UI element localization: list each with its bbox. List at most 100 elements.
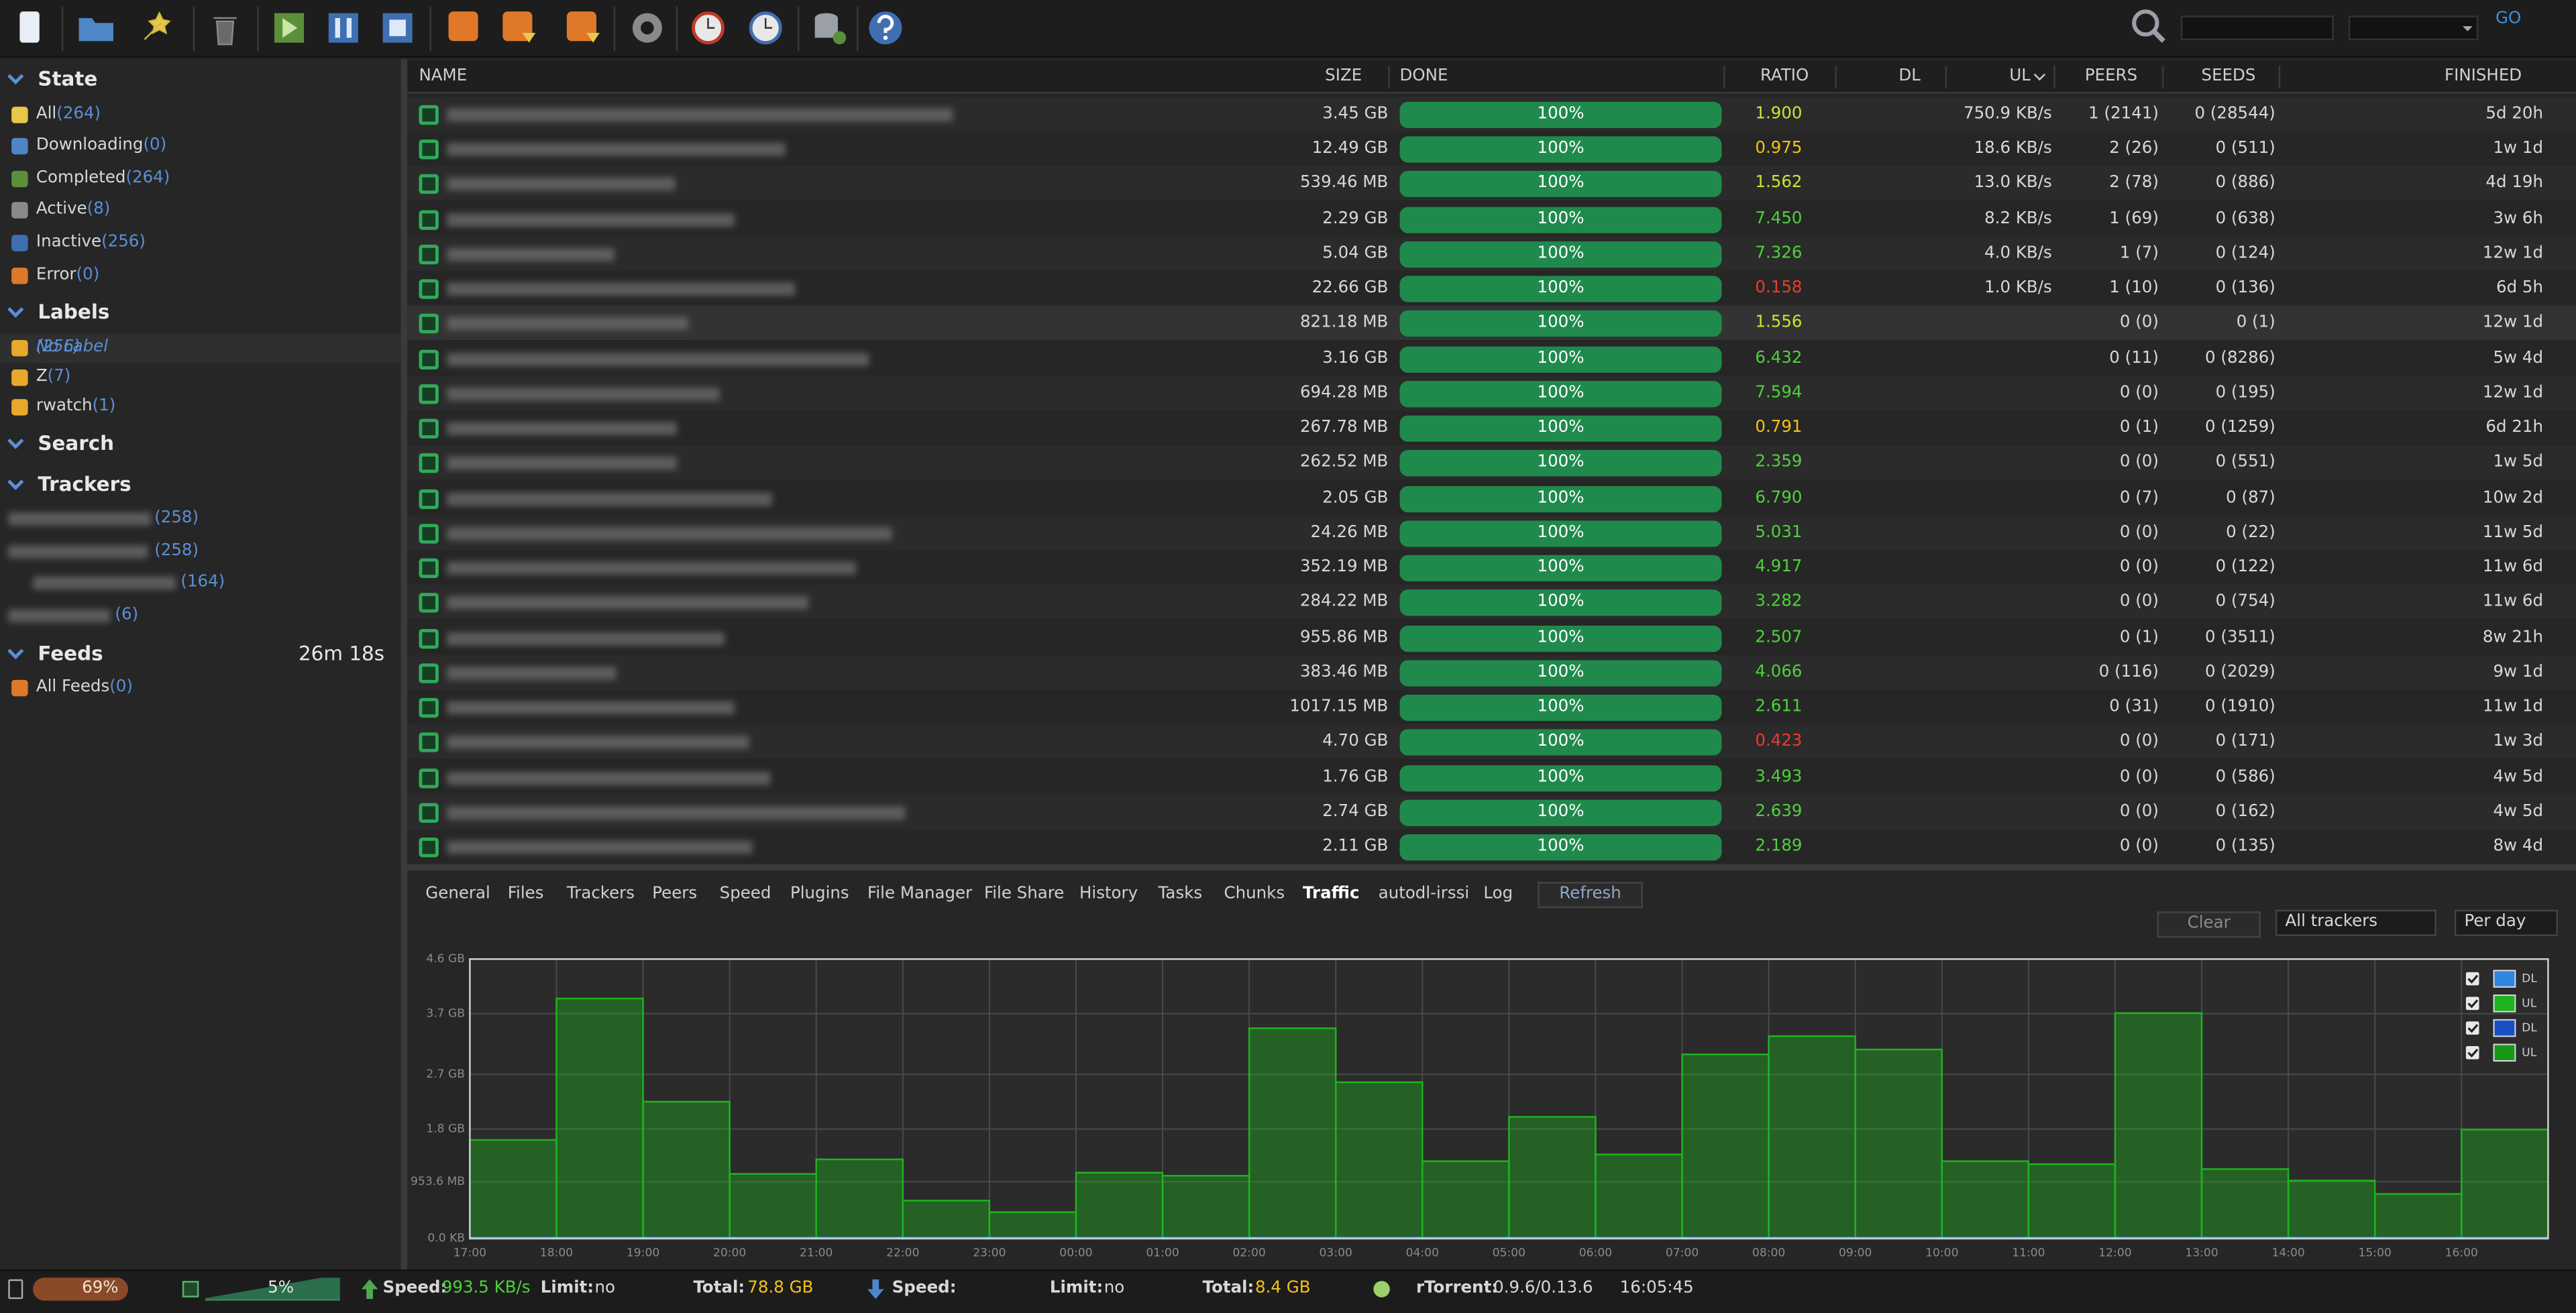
sidebar-item[interactable]: All(264): [0, 100, 401, 129]
refresh-button[interactable]: Refresh: [1538, 882, 1643, 909]
disk-icon: [8, 1279, 23, 1300]
item-count: (256): [101, 233, 146, 251]
torrent-seeds: 0 (8286): [2205, 349, 2275, 367]
torrent-seeds: 0 (3511): [2205, 628, 2275, 646]
torrent-seeds: 0 (171): [2215, 733, 2275, 751]
sidebar-item[interactable]: Error(0): [0, 261, 401, 290]
add-torrent-icon[interactable]: [19, 11, 40, 43]
torrent-size: 267.78 MB: [1299, 418, 1389, 437]
torrent-status-icon: [419, 558, 439, 579]
item-text: All Feeds(0): [36, 678, 133, 697]
tab[interactable]: autodl-irssi: [1378, 885, 1470, 903]
torrent-seeds: 0 (638): [2215, 209, 2275, 228]
sidebar-item[interactable]: No Label (256): [0, 333, 401, 363]
blurred-text: [447, 247, 614, 262]
torrent-ratio: 6.432: [1755, 349, 1803, 367]
sidebar-item[interactable]: Inactive(256): [0, 228, 401, 258]
column-header[interactable]: UL: [2009, 67, 2031, 86]
tracker-count[interactable]: (258): [154, 509, 199, 528]
progress-bar: 100%: [1399, 660, 1722, 687]
torrent-finished: 1w 5d: [2493, 453, 2544, 472]
item-text: Completed(264): [36, 169, 170, 188]
column-header[interactable]: DONE: [1399, 67, 1448, 86]
item-icon: [11, 339, 28, 357]
tab[interactable]: Trackers: [566, 885, 635, 903]
period-select[interactable]: Per day: [2454, 909, 2559, 936]
torrent-status-icon: [419, 593, 439, 614]
torrent-peers: 1 (7): [2119, 244, 2159, 263]
torrent-seeds: 0 (195): [2215, 384, 2275, 402]
item-icon: [11, 268, 28, 284]
item-icon: [11, 137, 28, 155]
tab[interactable]: Chunks: [1224, 885, 1285, 903]
tracker-select[interactable]: All trackers: [2275, 909, 2436, 936]
sidebar-item[interactable]: All Feeds(0): [0, 673, 401, 703]
torrent-finished: 12w 1d: [2482, 244, 2544, 263]
section-title[interactable]: Labels: [38, 300, 110, 324]
tracker-count[interactable]: (164): [180, 573, 225, 591]
column-header[interactable]: SIZE: [1325, 67, 1362, 86]
item-icon: [11, 107, 28, 123]
section-title[interactable]: Search: [38, 432, 115, 455]
torrent-peers: 0 (0): [2119, 838, 2159, 856]
search-engine-select[interactable]: [2348, 15, 2479, 41]
open-folder-icon[interactable]: [78, 17, 113, 42]
column-separator: [1723, 65, 1725, 89]
column-header[interactable]: NAME: [419, 67, 468, 86]
section-title[interactable]: Feeds: [38, 642, 103, 665]
torrent-peers: 0 (0): [2119, 558, 2159, 577]
go-button[interactable]: GO: [2496, 9, 2522, 28]
tab[interactable]: History: [1079, 885, 1138, 903]
item-label: Z: [36, 367, 48, 386]
sidebar-divider: [400, 59, 408, 1270]
tracker-count[interactable]: (6): [115, 606, 139, 624]
delete-icon[interactable]: [213, 17, 237, 46]
help-icon[interactable]: [869, 11, 902, 45]
sidebar-item[interactable]: Downloading(0): [0, 131, 401, 161]
tab[interactable]: Speed: [719, 885, 771, 903]
tab[interactable]: Files: [507, 885, 544, 903]
tracker-count[interactable]: (258): [154, 542, 199, 561]
torrent-finished: 11w 6d: [2482, 558, 2544, 577]
search-input[interactable]: [2181, 15, 2334, 41]
column-header[interactable]: DL: [1898, 67, 1921, 86]
sidebar-item[interactable]: Completed(264): [0, 164, 401, 194]
torrent-upload-speed: 13.0 KB/s: [1974, 174, 2052, 193]
tab[interactable]: Plugins: [790, 885, 849, 903]
torrent-ratio: 3.493: [1755, 768, 1803, 786]
sidebar-item[interactable]: rwatch(1): [0, 392, 401, 422]
sidebar-item[interactable]: Z(7): [0, 363, 401, 392]
torrent-size: 2.05 GB: [1322, 488, 1389, 507]
progress-bar: 100%: [1399, 590, 1722, 617]
torrent-ratio: 7.594: [1755, 384, 1803, 402]
torrent-ratio: 0.975: [1755, 139, 1803, 158]
torrent-peers: 1 (10): [2109, 279, 2159, 298]
column-header[interactable]: RATIO: [1760, 67, 1809, 86]
clear-button[interactable]: Clear: [2157, 911, 2261, 938]
torrent-finished: 6d 5h: [2496, 279, 2544, 298]
sidebar-item[interactable]: Active(8): [0, 195, 401, 225]
sidebar: [0, 59, 401, 1270]
tab[interactable]: File Share: [983, 885, 1065, 903]
item-count: (1): [92, 397, 116, 416]
blurred-text: [447, 108, 953, 122]
column-header[interactable]: FINISHED: [2445, 67, 2522, 86]
tab[interactable]: Peers: [652, 885, 698, 903]
torrent-ratio: 6.790: [1755, 488, 1803, 507]
blurred-text: [447, 178, 676, 192]
progress-bar: 100%: [1399, 101, 1722, 129]
column-header[interactable]: SEEDS: [2201, 67, 2256, 86]
column-header[interactable]: PEERS: [2084, 67, 2138, 86]
tab[interactable]: Traffic: [1303, 885, 1360, 903]
torrent-peers: 0 (0): [2119, 523, 2159, 542]
wizard-icon[interactable]: [144, 11, 171, 40]
section-title[interactable]: State: [38, 67, 98, 91]
tab[interactable]: File Manager: [867, 885, 973, 903]
search-icon[interactable]: [2132, 9, 2159, 37]
section-title[interactable]: Trackers: [38, 473, 131, 496]
rss-icon[interactable]: [448, 11, 478, 42]
tab[interactable]: General: [425, 885, 490, 903]
tab[interactable]: Log: [1483, 885, 1513, 903]
pause-icon[interactable]: [328, 13, 358, 43]
tab[interactable]: Tasks: [1158, 885, 1203, 903]
